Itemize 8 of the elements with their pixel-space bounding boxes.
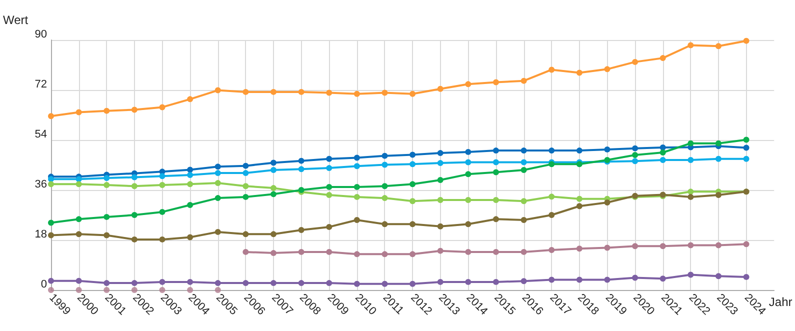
y-tick-label: 72	[34, 78, 47, 90]
y-tick-label: 0	[40, 278, 47, 290]
y-tick-label: 90	[34, 28, 47, 40]
x-axis-title: Jahr	[768, 295, 792, 309]
y-tick-label: 18	[34, 228, 47, 240]
y-tick-label: 54	[34, 128, 47, 140]
y-axis-title: Wert	[3, 13, 29, 27]
y-tick-label: 36	[34, 178, 47, 190]
